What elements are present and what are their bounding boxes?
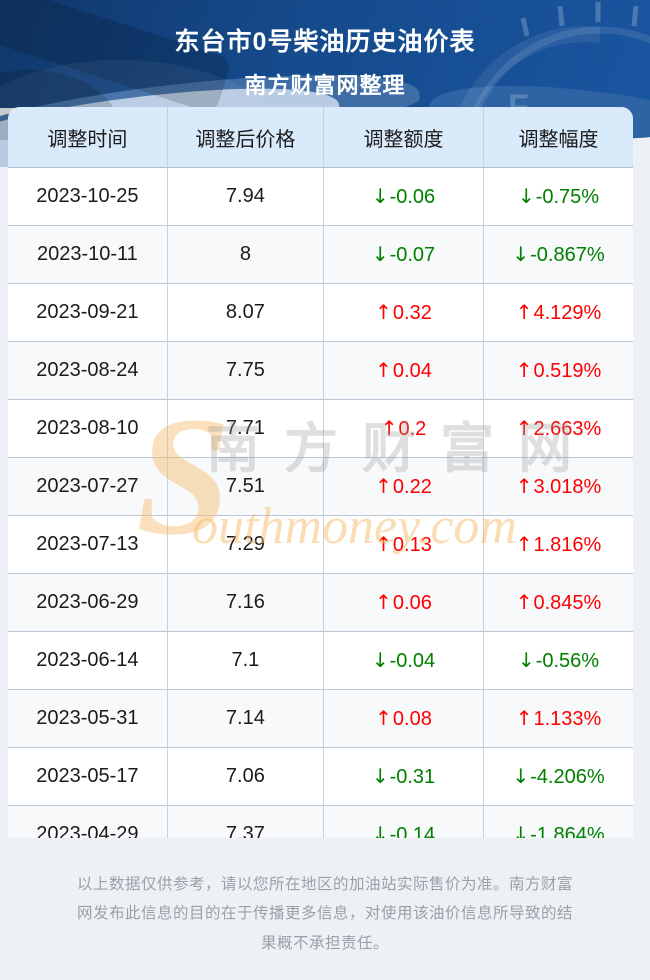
- trend-arrow-icon: ↑: [515, 532, 533, 556]
- price-cell: 7.75: [166, 342, 323, 400]
- price-cell: 7.1: [166, 632, 323, 690]
- adjust-date-cell: 2023-05-17: [8, 748, 167, 806]
- percent-cell: ↑1.133%: [483, 690, 633, 748]
- amount-cell: ↑0.08: [323, 690, 483, 748]
- adjust-date-cell: 2023-10-25: [8, 168, 167, 226]
- amount-cell: ↑0.13: [323, 516, 483, 574]
- table-header-row: 调整时间 调整后价格 调整额度 调整幅度: [8, 107, 633, 168]
- trend-arrow-icon: ↓: [512, 764, 530, 788]
- column-header-adjust-percent: 调整幅度: [483, 107, 633, 168]
- trend-arrow-icon: ↑: [515, 590, 533, 614]
- percent-cell: ↑1.816%: [483, 516, 633, 574]
- table-row: 2023-08-10 7.71 ↑0.2 ↑2.663%: [8, 400, 633, 458]
- table-row: 2023-10-11 8 ↓-0.07 ↓-0.867%: [8, 226, 633, 284]
- percent-cell: ↑0.519%: [483, 342, 633, 400]
- adjust-date-cell: 2023-06-29: [8, 574, 167, 632]
- adjust-date-cell: 2023-09-21: [8, 284, 167, 342]
- percent-cell: ↓-4.206%: [483, 748, 633, 806]
- price-cell: 7.14: [166, 690, 323, 748]
- table-row: 2023-05-31 7.14 ↑0.08 ↑1.133%: [8, 690, 633, 748]
- adjust-date-cell: 2023-08-24: [8, 342, 167, 400]
- trend-arrow-icon: ↑: [375, 532, 392, 556]
- page-title: 东台市0号柴油历史油价表: [174, 28, 476, 56]
- trend-arrow-icon: ↑: [375, 358, 392, 382]
- trend-arrow-icon: ↑: [375, 590, 392, 614]
- percent-cell: ↑4.129%: [483, 284, 633, 342]
- price-cell: 7.29: [166, 516, 323, 574]
- price-cell: 7.94: [166, 168, 323, 226]
- trend-arrow-icon: ↑: [515, 358, 533, 382]
- table-row: 2023-08-24 7.75 ↑0.04 ↑0.519%: [8, 342, 633, 400]
- footer: 以上数据仅供参考，请以您所在地区的加油站实际售价为准。南方财富网发布此信息的目的…: [0, 838, 650, 980]
- trend-arrow-icon: ↓: [371, 764, 389, 788]
- amount-cell: ↑0.04: [323, 342, 483, 400]
- amount-cell: ↓-0.06: [323, 168, 483, 226]
- disclaimer-text: 以上数据仅供参考，请以您所在地区的加油站实际售价为准。南方财富网发布此信息的目的…: [76, 876, 573, 952]
- percent-cell: ↑2.663%: [483, 400, 633, 458]
- percent-cell: ↑3.018%: [483, 458, 633, 516]
- amount-cell: ↓-0.07: [323, 226, 483, 284]
- price-cell: 7.06: [166, 748, 323, 806]
- price-cell: 8: [166, 226, 323, 284]
- column-header-adjust-amount: 调整额度: [323, 107, 483, 168]
- trend-arrow-icon: ↓: [517, 648, 535, 672]
- trend-arrow-icon: ↑: [375, 300, 392, 324]
- percent-cell: ↓-0.56%: [483, 632, 633, 690]
- trend-arrow-icon: ↓: [371, 184, 389, 208]
- price-cell: 8.07: [166, 284, 323, 342]
- adjust-date-cell: 2023-08-10: [8, 400, 167, 458]
- adjust-date-cell: 2023-07-13: [8, 516, 167, 574]
- table-row: 2023-07-13 7.29 ↑0.13 ↑1.816%: [8, 516, 633, 574]
- table-row: 2023-06-14 7.1 ↓-0.04 ↓-0.56%: [8, 632, 633, 690]
- percent-cell: ↑0.845%: [483, 574, 633, 632]
- column-header-adjusted-price: 调整后价格: [166, 107, 323, 168]
- page-subtitle: 南方财富网整理: [244, 73, 406, 98]
- price-history-table: 调整时间 调整后价格 调整额度 调整幅度 2023-10-25 7.94 ↓-0…: [8, 107, 633, 864]
- table-row: 2023-09-21 8.07 ↑0.32 ↑4.129%: [8, 284, 633, 342]
- table-row: 2023-07-27 7.51 ↑0.22 ↑3.018%: [8, 458, 633, 516]
- trend-arrow-icon: ↑: [375, 706, 392, 730]
- table-row: 2023-06-29 7.16 ↑0.06 ↑0.845%: [8, 574, 633, 632]
- trend-arrow-icon: ↑: [515, 300, 533, 324]
- price-cell: 7.51: [166, 458, 323, 516]
- trend-arrow-icon: ↑: [515, 474, 533, 498]
- price-table-container: 调整时间 调整后价格 调整额度 调整幅度 2023-10-25 7.94 ↓-0…: [8, 107, 633, 864]
- hero-header: F 东台市0号柴油历史油价表 南方财富网整理: [0, 0, 650, 183]
- amount-cell: ↑0.22: [323, 458, 483, 516]
- trend-arrow-icon: ↑: [515, 706, 533, 730]
- price-cell: 7.16: [166, 574, 323, 632]
- trend-arrow-icon: ↓: [517, 184, 535, 208]
- amount-cell: ↓-0.04: [323, 632, 483, 690]
- amount-cell: ↑0.32: [323, 284, 483, 342]
- trend-arrow-icon: ↑: [515, 416, 533, 440]
- amount-cell: ↑0.2: [323, 400, 483, 458]
- trend-arrow-icon: ↑: [380, 416, 398, 440]
- amount-cell: ↑0.06: [323, 574, 483, 632]
- trend-arrow-icon: ↓: [512, 242, 530, 266]
- adjust-date-cell: 2023-07-27: [8, 458, 167, 516]
- trend-arrow-icon: ↓: [371, 648, 389, 672]
- amount-cell: ↓-0.31: [323, 748, 483, 806]
- table-row: 2023-10-25 7.94 ↓-0.06 ↓-0.75%: [8, 168, 633, 226]
- adjust-date-cell: 2023-06-14: [8, 632, 167, 690]
- price-cell: 7.71: [166, 400, 323, 458]
- trend-arrow-icon: ↓: [371, 242, 389, 266]
- column-header-adjust-time: 调整时间: [8, 107, 167, 168]
- adjust-date-cell: 2023-10-11: [8, 226, 167, 284]
- adjust-date-cell: 2023-05-31: [8, 690, 167, 748]
- table-row: 2023-05-17 7.06 ↓-0.31 ↓-4.206%: [8, 748, 633, 806]
- price-table-body: 2023-10-25 7.94 ↓-0.06 ↓-0.75% 2023-10-1…: [8, 168, 633, 864]
- percent-cell: ↓-0.867%: [483, 226, 633, 284]
- percent-cell: ↓-0.75%: [483, 168, 633, 226]
- trend-arrow-icon: ↑: [375, 474, 392, 498]
